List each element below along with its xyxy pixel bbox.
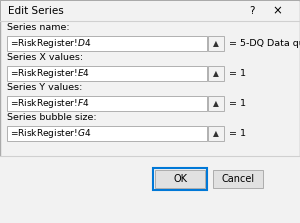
Text: ▲: ▲ [213,99,219,108]
Text: = 1: = 1 [229,69,246,78]
Text: = 5-DQ Data qual...: = 5-DQ Data qual... [229,39,300,48]
Bar [213,170,263,188]
Bar [7,66,207,81]
Text: Cancel: Cancel [221,174,255,184]
Text: Series name:: Series name: [7,23,70,33]
Text: =RiskRegister!$E$4: =RiskRegister!$E$4 [10,67,90,80]
Bar [208,36,224,51]
Text: = 1: = 1 [229,99,246,108]
Text: ▲: ▲ [213,39,219,48]
Bar [208,126,224,141]
Text: Series bubble size:: Series bubble size: [7,114,97,122]
Text: ×: × [272,4,282,17]
Bar [0,156,300,223]
Text: =RiskRegister!$G$4: =RiskRegister!$G$4 [10,127,92,140]
Text: =RiskRegister!$F$4: =RiskRegister!$F$4 [10,97,90,110]
Text: =RiskRegister!$D$4: =RiskRegister!$D$4 [10,37,92,50]
Text: = 1: = 1 [229,129,246,138]
Bar [1,1,299,21]
Bar [208,96,224,111]
Bar [153,168,207,190]
Text: Series X values:: Series X values: [7,54,83,62]
Text: ▲: ▲ [213,69,219,78]
Bar [208,66,224,81]
Text: OK: OK [173,174,187,184]
Bar [7,96,207,111]
Text: Edit Series: Edit Series [8,6,64,16]
Bar [155,170,205,188]
Text: Series Y values:: Series Y values: [7,83,82,93]
Text: ▲: ▲ [213,129,219,138]
Bar [7,36,207,51]
Text: ?: ? [249,6,255,16]
Bar [7,126,207,141]
